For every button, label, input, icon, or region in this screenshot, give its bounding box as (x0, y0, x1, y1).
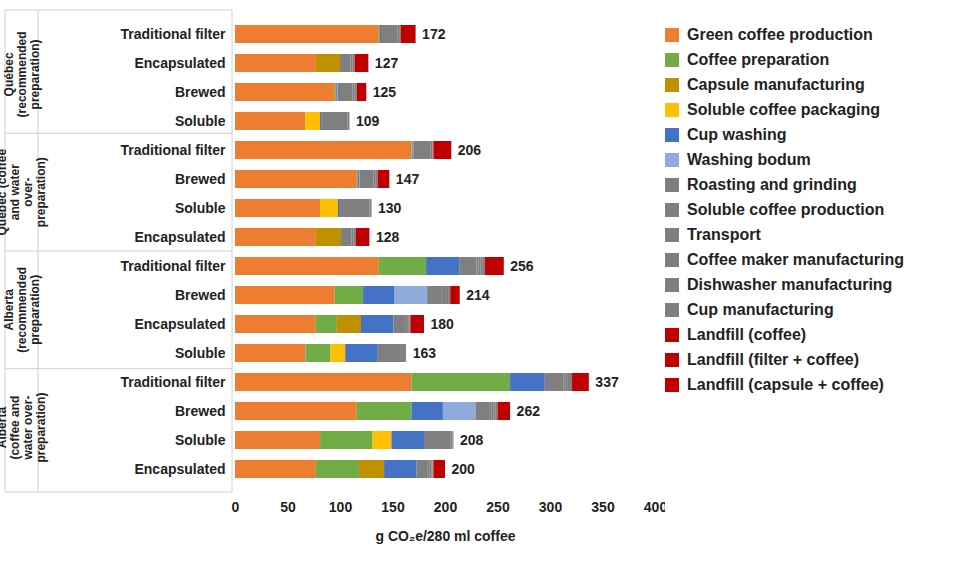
svg-text:Soluble: Soluble (175, 345, 226, 361)
html-text:Landfill (filter + coffee): Landfill (filter + coffee) (687, 350, 859, 368)
svg-text:Encapsulated: Encapsulated (134, 229, 225, 245)
svg-text:214: 214 (466, 287, 490, 303)
html-text:Coffee maker manufacturing: Coffee maker manufacturing (687, 250, 904, 268)
svg-text:Brewed: Brewed (175, 403, 226, 419)
svg-text:109: 109 (356, 113, 380, 129)
svg-text:Brewed: Brewed (175, 287, 226, 303)
svg-text:Traditional filter: Traditional filter (120, 26, 226, 42)
svg-text:Traditional filter: Traditional filter (120, 142, 226, 158)
svg-text:Encapsulated: Encapsulated (134, 316, 225, 332)
svg-text:206: 206 (458, 142, 482, 158)
html-text:Green coffee production: Green coffee production (687, 25, 873, 43)
svg-text:0: 0 (232, 499, 240, 515)
svg-text:337: 337 (595, 374, 619, 390)
svg-text:Encapsulated: Encapsulated (134, 461, 225, 477)
html-text:Soluble coffee production: Soluble coffee production (687, 200, 885, 218)
html-text:Cup manufacturing: Cup manufacturing (687, 300, 834, 318)
svg-text:172: 172 (422, 26, 446, 42)
svg-text:Alberta(coffee andwater over-p: Alberta(coffee andwater over-preparation… (0, 393, 48, 463)
svg-text:250: 250 (486, 499, 510, 515)
svg-text:Encapsulated: Encapsulated (134, 55, 225, 71)
svg-text:147: 147 (396, 171, 420, 187)
svg-text:100: 100 (329, 499, 353, 515)
html-text:Dishwasher manufacturing: Dishwasher manufacturing (687, 275, 893, 293)
svg-text:127: 127 (375, 55, 399, 71)
html-text:Roasting and grinding: Roasting and grinding (687, 175, 857, 193)
svg-text:130: 130 (378, 200, 402, 216)
svg-text:350: 350 (591, 499, 615, 515)
html-text:Landfill (coffee): Landfill (coffee) (687, 325, 807, 343)
svg-text:Brewed: Brewed (175, 84, 226, 100)
html-text:Washing bodum: Washing bodum (687, 150, 811, 168)
svg-text:180: 180 (431, 316, 455, 332)
svg-text:Québec(recommendedpreparation): Québec(recommendedpreparation) (2, 31, 42, 117)
svg-text:150: 150 (381, 499, 405, 515)
svg-text:Brewed: Brewed (175, 171, 226, 187)
svg-text:200: 200 (452, 461, 476, 477)
svg-text:Alberta(recommendedpreparation: Alberta(recommendedpreparation) (2, 267, 42, 353)
svg-text:200: 200 (434, 499, 458, 515)
svg-text:125: 125 (373, 84, 397, 100)
svg-text:400: 400 (644, 499, 665, 515)
svg-text:128: 128 (376, 229, 400, 245)
svg-text:256: 256 (510, 258, 534, 274)
html-text:Cup washing: Cup washing (687, 125, 787, 143)
html-text:Landfill (capsule + coffee): Landfill (capsule + coffee) (687, 375, 884, 393)
svg-text:262: 262 (517, 403, 541, 419)
svg-text:Soluble: Soluble (175, 113, 226, 129)
svg-text:50: 50 (280, 499, 296, 515)
svg-text:208: 208 (460, 432, 484, 448)
svg-text:Soluble: Soluble (175, 200, 226, 216)
html-text:Soluble coffee packaging: Soluble coffee packaging (687, 100, 880, 118)
svg-text:Traditional filter: Traditional filter (120, 374, 226, 390)
svg-text:Québec (coffeeand waterover-pr: Québec (coffeeand waterover-preparation) (0, 148, 48, 235)
svg-text:163: 163 (413, 345, 437, 361)
svg-text:Traditional filter: Traditional filter (120, 258, 226, 274)
svg-text:300: 300 (539, 499, 563, 515)
svg-text:Soluble: Soluble (175, 432, 226, 448)
html-text:Capsule manufacturing: Capsule manufacturing (687, 75, 865, 93)
html-text:Transport: Transport (687, 225, 761, 243)
svg-text:g CO₂e/280 ml coffee: g CO₂e/280 ml coffee (375, 528, 515, 544)
html-text:Coffee preparation: Coffee preparation (687, 50, 830, 68)
